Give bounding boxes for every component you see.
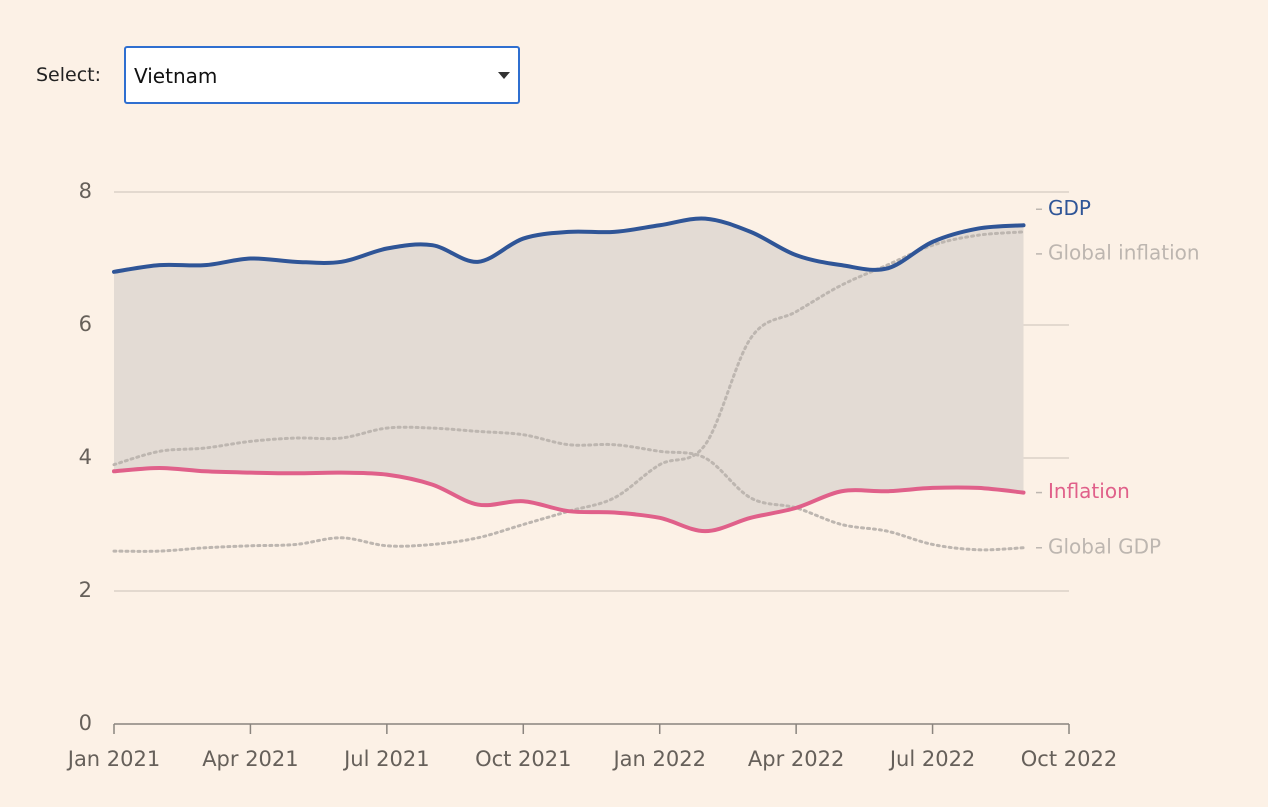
x-tick-label: Jul 2022	[888, 747, 975, 771]
series-label: Global inflation	[1048, 240, 1200, 264]
series-line	[112, 216, 1026, 274]
x-tick-label: Jul 2021	[342, 747, 429, 771]
country-select[interactable]: Vietnam	[124, 46, 520, 104]
series-label: GDP	[1048, 196, 1091, 220]
series-label: Global GDP	[1048, 534, 1161, 558]
series-label: Inflation	[1048, 479, 1130, 503]
series-line	[112, 425, 1026, 552]
series-line	[112, 465, 1026, 534]
y-tick-label: 2	[79, 578, 92, 602]
x-tick-label: Apr 2022	[748, 747, 844, 771]
x-tick-label: Oct 2022	[1021, 747, 1117, 771]
select-label: Select:	[36, 64, 102, 86]
select-value: Vietnam	[134, 64, 218, 88]
y-tick-label: 8	[79, 179, 92, 203]
y-tick-label: 0	[79, 711, 92, 735]
y-tick-label: 6	[79, 312, 92, 336]
select-arrow	[498, 72, 510, 79]
x-tick-label: Jan 2021	[66, 747, 161, 771]
x-tick-label: Oct 2021	[475, 747, 571, 771]
y-tick-label: 4	[79, 445, 92, 469]
x-tick-label: Apr 2021	[202, 747, 298, 771]
x-tick-label: Jan 2022	[611, 747, 706, 771]
range-band	[114, 218, 1024, 532]
